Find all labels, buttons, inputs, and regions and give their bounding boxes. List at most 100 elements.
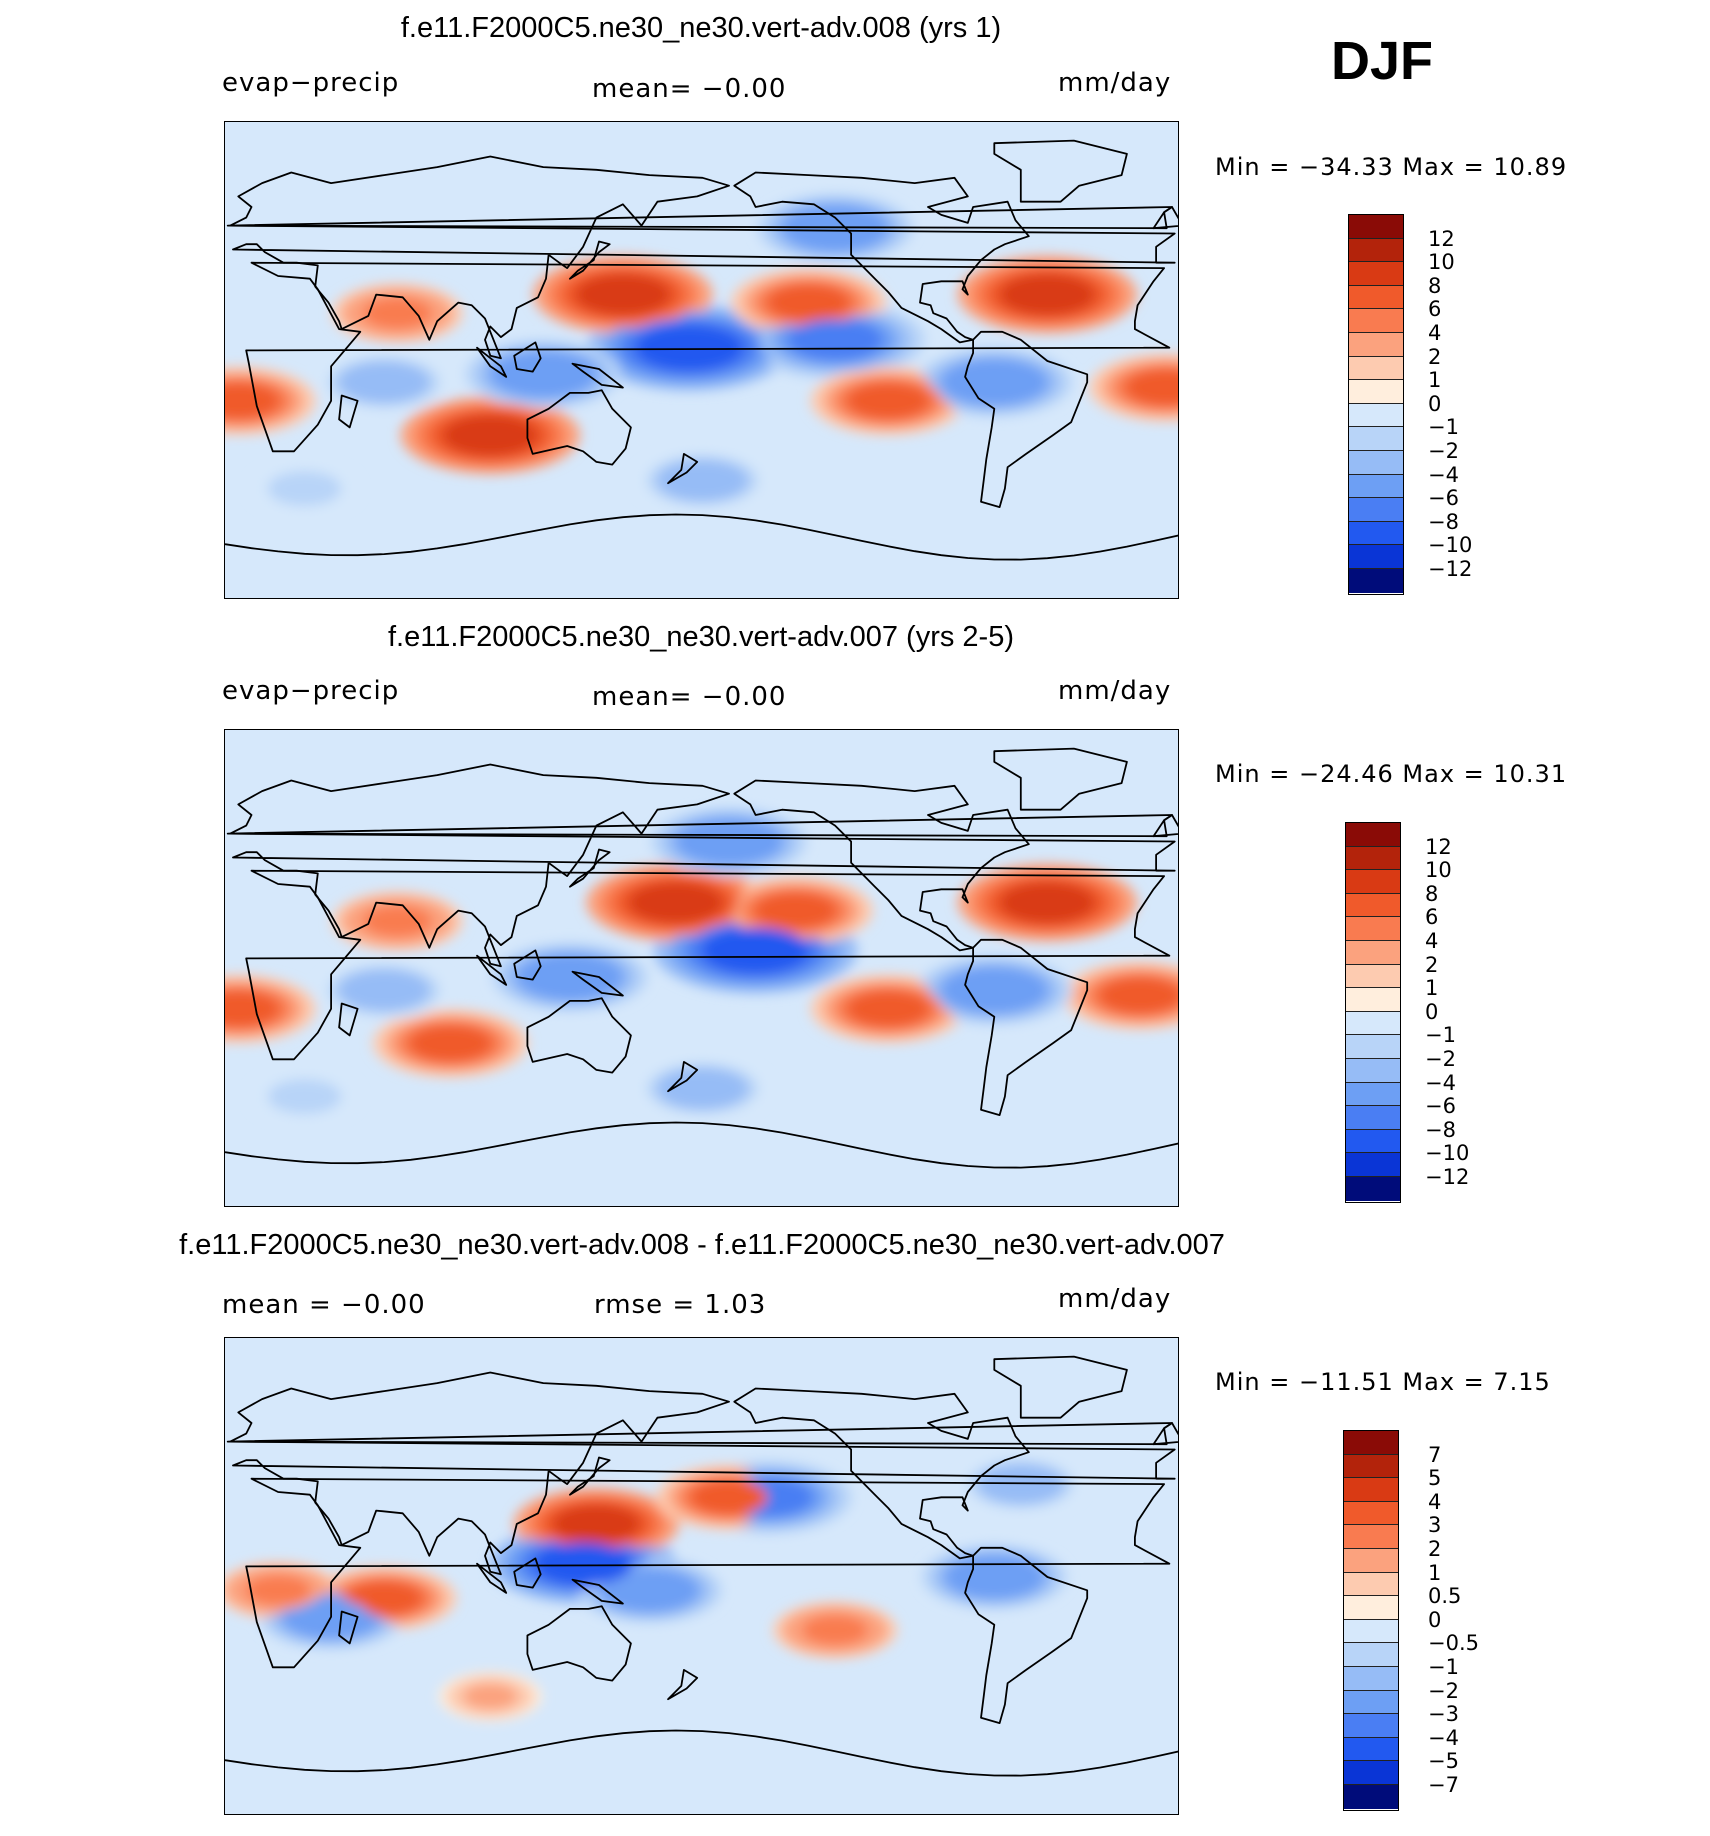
contour-fill-layer (225, 1455, 1084, 1722)
coastline (993, 139, 1128, 203)
colorbar-swatch (1349, 498, 1403, 522)
colorbar-swatch (1344, 1572, 1398, 1597)
coastline (1152, 814, 1178, 838)
colorbar-swatch (1349, 215, 1403, 239)
panel-3-units-label: mm/day (1058, 1284, 1172, 1314)
colorbar-tick-label: −1 (1425, 1023, 1456, 1048)
panel-2-title: f.e11.F2000C5.ne30_ne30.vert-adv.007 (yr… (387, 621, 1015, 653)
colorbar-tick-label: −1 (1428, 1655, 1459, 1679)
coastline (245, 869, 1171, 1061)
contour-region (276, 475, 333, 502)
colorbar-tick-label: 6 (1428, 297, 1442, 322)
colorbar-tick-label: −2 (1428, 439, 1459, 463)
antarctica-coastline (225, 513, 1178, 561)
coastline (964, 938, 1089, 1117)
colorbar-tick-label: 8 (1428, 273, 1442, 298)
colorbar-tick-label: −4 (1428, 462, 1459, 487)
colorbar-tick-label: −6 (1428, 486, 1459, 511)
contour-region (462, 1683, 518, 1710)
panel-3-colorbar (1343, 1430, 1399, 1811)
coastline (571, 1578, 624, 1605)
colorbar-swatch (1349, 450, 1403, 475)
colorbar-swatch (1346, 1153, 1400, 1177)
coastlines (225, 139, 1178, 561)
colorbar-tick-label: −12 (1428, 557, 1473, 581)
colorbar-swatch (1346, 870, 1400, 894)
coastline (733, 779, 1030, 952)
coastline (571, 970, 624, 997)
contour-region (409, 1025, 492, 1062)
contour-region (767, 284, 850, 321)
contour-region (225, 382, 280, 419)
colorbar-tick-label: 0.5 (1428, 1584, 1462, 1609)
colorbar-swatch (1344, 1619, 1398, 1644)
colorbar-tick-label: 1 (1428, 1560, 1442, 1585)
colorbar-swatch (1346, 1011, 1400, 1036)
coastline (338, 1610, 359, 1645)
coastline (229, 1371, 1176, 1576)
colorbar-swatch (1344, 1548, 1398, 1573)
coastline (568, 848, 611, 888)
coastline (513, 949, 542, 981)
contour-region (1125, 369, 1178, 406)
panel-2-contour-plot (225, 730, 1178, 1206)
panel-1-min-max: Min = −34.33 Max = 10.89 (1215, 153, 1568, 181)
colorbar-swatch (1344, 1690, 1398, 1715)
coastline (476, 1562, 508, 1594)
panel-2-min-max: Min = −24.46 Max = 10.31 (1215, 760, 1568, 788)
colorbar-swatch (1344, 1525, 1398, 1549)
coastline (513, 1557, 542, 1589)
colorbar-tick-label: 10 (1428, 250, 1455, 275)
colorbar-swatch (1349, 380, 1403, 404)
coastline (526, 1605, 632, 1682)
colorbar-tick-label: −2 (1425, 1047, 1456, 1071)
colorbar-swatch (1344, 1666, 1398, 1691)
coastline (568, 1456, 611, 1496)
colorbar-swatch (1344, 1478, 1398, 1502)
colorbar-tick-label: −4 (1425, 1070, 1456, 1095)
contour-region (793, 210, 877, 247)
contour-region (667, 1072, 738, 1105)
coastlines (225, 747, 1178, 1169)
colorbar-swatch (1349, 521, 1403, 546)
colorbar-tick-label: −1 (1428, 415, 1459, 440)
colorbar-swatch (1344, 1643, 1398, 1667)
colorbar-tick-label: −0.5 (1428, 1631, 1479, 1656)
contour-region (846, 382, 930, 419)
colorbar-tick-label: 5 (1428, 1466, 1442, 1491)
colorbar-swatch (1344, 1737, 1398, 1762)
colorbar-tick-label: 0 (1428, 1607, 1442, 1632)
coastline (476, 346, 508, 378)
contour-region (349, 366, 419, 399)
coastline (229, 763, 1176, 968)
coastline (993, 1355, 1128, 1419)
colorbar-swatch (1349, 356, 1403, 381)
coastline (1152, 1422, 1178, 1446)
panel-3-rmse-label: rmse = 1.03 (594, 1290, 767, 1320)
colorbar-tick-label: 8 (1425, 881, 1439, 906)
coastline (245, 1477, 1171, 1669)
colorbar-tick-label: −10 (1428, 533, 1473, 558)
colorbar-tick-label: 4 (1428, 321, 1442, 345)
panel-2-map (224, 729, 1179, 1207)
contour-region (362, 905, 433, 937)
panel-2-colorbar (1345, 822, 1401, 1203)
contour-region (528, 958, 612, 996)
contour-region (953, 364, 1036, 401)
colorbar-tick-label: 0 (1428, 391, 1442, 416)
coastline (667, 452, 699, 485)
coastline (245, 261, 1171, 453)
panel-2-mean-label: mean= −0.00 (592, 682, 787, 712)
contour-region (955, 1559, 1033, 1595)
panel-1-units-label: mm/day (1058, 68, 1172, 98)
colorbar-swatch (1344, 1596, 1398, 1620)
coastline (733, 1387, 1030, 1560)
colorbar-tick-label: −2 (1428, 1678, 1459, 1703)
contour-region (1098, 977, 1178, 1014)
contour-region (533, 1542, 633, 1585)
contour-region (846, 990, 930, 1027)
contour-region (245, 1575, 312, 1606)
colorbar-swatch (1346, 893, 1400, 918)
colorbar-tick-label: 4 (1428, 1489, 1442, 1514)
colorbar-swatch (1349, 238, 1403, 263)
